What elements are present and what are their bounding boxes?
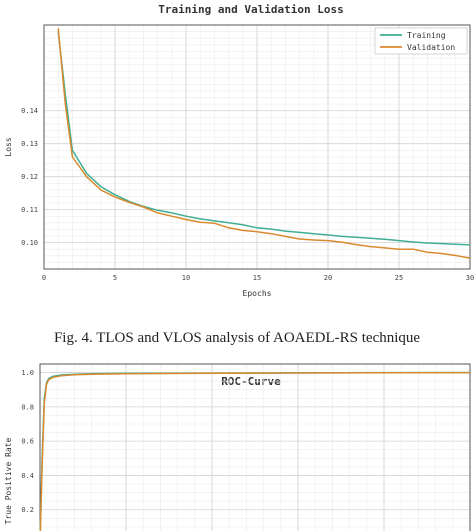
legend: Training Validation (374, 27, 468, 55)
chart-title: ROC-Curve (221, 375, 281, 388)
y-tick-label: 0.4 (21, 472, 34, 480)
y-tick-label: 0.10 (21, 239, 38, 247)
y-tick-label: 0.6 (21, 438, 34, 446)
legend-label-validation: Validation (407, 43, 455, 52)
y-axis-label: True Positive Rate (4, 437, 13, 524)
x-tick-label: 0 (42, 274, 46, 282)
roc-curve-line-1 (39, 371, 471, 531)
y-tick-label: 0.2 (21, 506, 34, 514)
series-line-training (57, 31, 471, 246)
x-axis-label: Epochs (243, 289, 272, 298)
roc-chart: ROC-Curve 0.2 0.4 0.6 0.8 1.0 True Positive … (4, 363, 471, 531)
loss-chart: Training and Validation Loss 0 5 10 15 20 25 3… (4, 3, 474, 298)
roc-curve-line-2 (39, 371, 471, 531)
series-line-validation (57, 28, 471, 259)
y-tick-label: 0.13 (21, 140, 38, 148)
y-tick-label: 0.14 (21, 107, 38, 115)
x-tick-label: 10 (182, 274, 190, 282)
plot-area (39, 363, 471, 531)
x-tick-label: 20 (324, 274, 332, 282)
chart-title: Training and Validation Loss (158, 3, 343, 16)
x-tick-label: 5 (113, 274, 117, 282)
figure-caption: Fig. 4. TLOS and VLOS analysis of AOAEDL… (53, 330, 421, 346)
y-tick-label: 0.12 (21, 173, 38, 181)
y-axis-label: Loss (4, 137, 13, 156)
x-tick-label: 25 (395, 274, 403, 282)
x-tick-label: 15 (253, 274, 261, 282)
y-tick-label: 0.11 (21, 206, 38, 214)
y-tick-label: 1.0 (21, 369, 34, 377)
plot-area (43, 24, 471, 270)
y-tick-label: 0.8 (21, 403, 34, 411)
legend-label-training: Training (407, 31, 446, 40)
x-tick-label: 30 (466, 274, 474, 282)
